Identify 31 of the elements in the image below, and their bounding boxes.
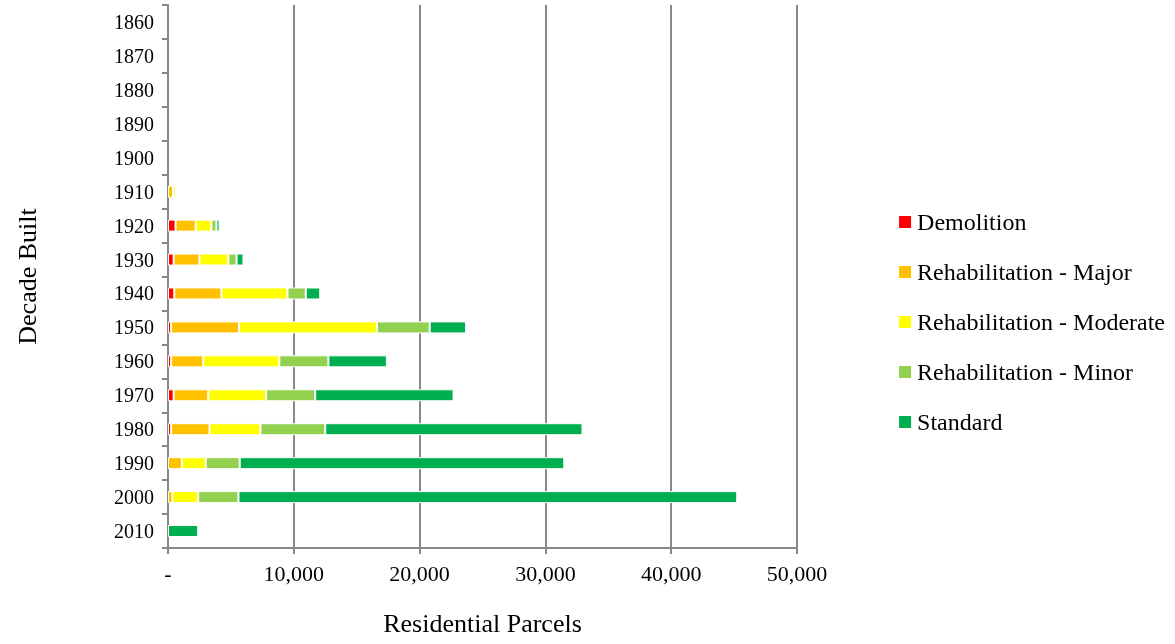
legend-label: Rehabilitation - Moderate [917,309,1165,335]
x-tick-label: 50,000 [766,560,828,586]
legend-label: Rehabilitation - Major [917,259,1132,285]
x-tick-label: 10,000 [263,560,325,586]
y-axis-title: Decade Built [12,207,42,345]
y-tick-label: 2010 [114,520,154,543]
y-tick-label: 1900 [114,146,154,169]
y-tick-label: 1990 [114,452,154,475]
bar [168,525,199,538]
y-tick-label: 1950 [114,316,154,339]
y-tick-label: 1890 [114,112,154,135]
y-tick-label: 1910 [114,180,154,203]
y-tick-label: 1870 [114,44,154,67]
y-tick-label: 1970 [114,384,154,407]
x-tick-label: - [164,560,172,586]
legend-label: Demolition [917,209,1027,235]
y-tick-label: 1920 [114,214,154,237]
x-axis-title: Residential Parcels [383,608,582,638]
x-tick-label: 20,000 [389,560,450,586]
y-tick-label: 1940 [114,282,154,305]
legend-label: Standard [917,409,1003,435]
y-tick-label: 1880 [114,78,154,101]
y-tick-label: 1960 [114,350,154,373]
y-tick-label: 1860 [114,10,154,33]
y-tick-label: 2000 [114,486,154,509]
x-tick-label: 30,000 [515,560,576,586]
x-tick-label: 40,000 [640,560,702,586]
y-tick-label: 1930 [114,248,154,271]
legend-label: Rehabilitation - Minor [917,359,1134,385]
y-tick-label: 1980 [114,418,154,441]
bar [168,185,174,198]
